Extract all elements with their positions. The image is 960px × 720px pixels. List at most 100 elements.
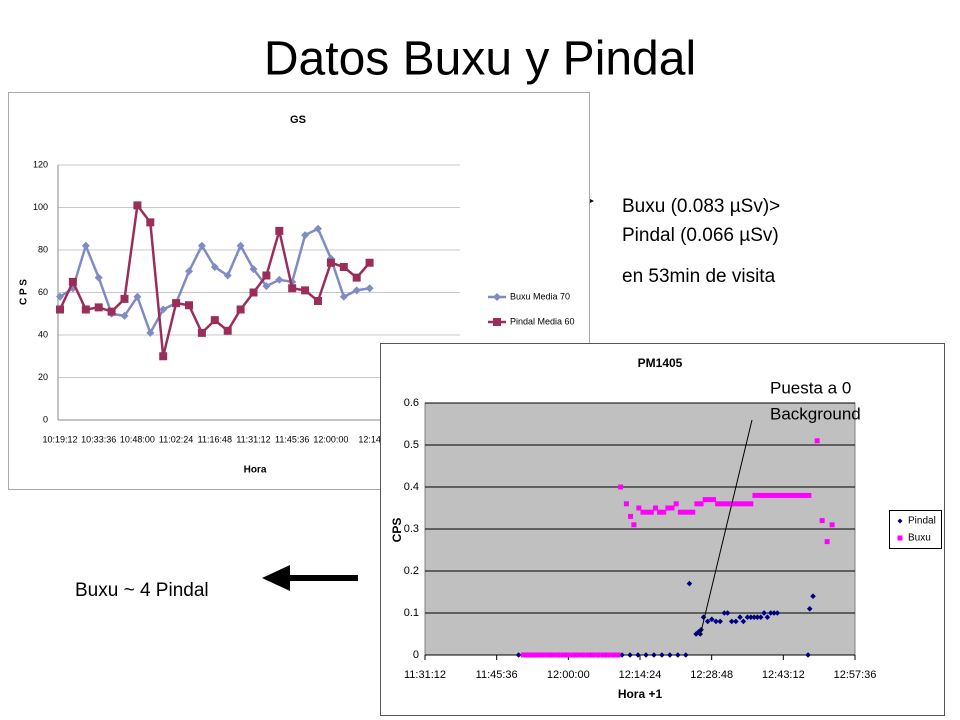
data-point xyxy=(814,438,820,444)
data-point xyxy=(365,284,374,293)
x-tick-label: 12:00:00 xyxy=(547,669,590,681)
data-point xyxy=(824,539,830,545)
data-point xyxy=(636,505,642,511)
data-point xyxy=(631,522,637,528)
data-point xyxy=(724,610,731,616)
data-point xyxy=(619,652,625,658)
x-tick-label: 11:31:12 xyxy=(236,434,270,444)
data-point xyxy=(829,522,835,528)
data-point xyxy=(339,263,348,271)
data-point xyxy=(545,652,551,658)
data-point xyxy=(810,593,816,599)
data-point xyxy=(754,614,761,620)
data-point xyxy=(773,492,779,498)
data-point xyxy=(669,505,675,511)
x-tick-label: 11:02:24 xyxy=(159,434,193,444)
data-point xyxy=(530,652,536,658)
data-point xyxy=(771,610,777,616)
data-point xyxy=(339,292,348,301)
data-point xyxy=(819,518,825,524)
data-point xyxy=(560,652,566,658)
data-point xyxy=(210,316,219,325)
data-point xyxy=(185,267,193,276)
data-point xyxy=(301,286,310,295)
y-tick-label: 80 xyxy=(38,244,48,254)
data-point xyxy=(493,293,501,301)
x-tick-label: 12:43:12 xyxy=(762,669,805,681)
y-tick-label: 0.3 xyxy=(404,523,419,535)
data-point xyxy=(740,618,747,625)
data-point xyxy=(249,265,258,274)
x-tick-label: 11:16:48 xyxy=(198,434,232,444)
data-point xyxy=(706,497,712,503)
slide-title: Datos Buxu y Pindal xyxy=(264,33,696,86)
data-point xyxy=(56,292,64,301)
data-point xyxy=(236,241,245,250)
data-point xyxy=(727,501,733,507)
data-point xyxy=(610,652,616,658)
data-point xyxy=(314,224,322,233)
data-point xyxy=(673,501,679,507)
data-point xyxy=(761,610,767,616)
data-point xyxy=(146,218,155,227)
data-point xyxy=(56,305,64,314)
data-point xyxy=(352,273,361,282)
y-tick-label: 0.5 xyxy=(404,439,419,451)
data-point xyxy=(94,273,103,282)
y-tick-label: 60 xyxy=(38,287,48,297)
data-point xyxy=(197,241,206,250)
data-point xyxy=(661,509,667,515)
data-point xyxy=(719,501,725,507)
data-point xyxy=(159,305,168,314)
annotation: Puesta a 0 xyxy=(770,378,851,397)
y-tick-label: 0 xyxy=(43,414,48,424)
data-point xyxy=(81,305,90,314)
data-point xyxy=(751,614,757,620)
y-tick-label: 120 xyxy=(33,159,48,169)
data-point xyxy=(781,492,787,498)
data-point xyxy=(133,292,142,301)
data-point xyxy=(521,652,527,658)
data-point xyxy=(802,492,808,498)
data-point xyxy=(793,492,799,498)
data-point xyxy=(686,509,692,515)
data-point xyxy=(605,652,611,658)
data-point xyxy=(652,505,658,511)
x-tick-label: 12:28:48 xyxy=(690,669,733,681)
legend-label: Pindal Media 60 xyxy=(510,316,575,326)
data-point xyxy=(677,509,683,515)
x-tick-label: 12:00:00 xyxy=(313,434,348,444)
data-point xyxy=(262,271,271,280)
data-point xyxy=(733,618,739,625)
y-tick-label: 20 xyxy=(38,372,48,382)
data-point xyxy=(731,501,737,507)
data-point xyxy=(580,652,586,658)
legend-label: Buxu Media 70 xyxy=(510,291,570,301)
axis-title: Hora xyxy=(244,465,267,476)
data-point xyxy=(590,652,596,658)
data-point xyxy=(675,652,681,658)
data-point xyxy=(172,299,181,308)
x-tick-label: 10:48:00 xyxy=(120,434,155,444)
data-point xyxy=(651,652,657,658)
data-point xyxy=(690,509,696,515)
data-point xyxy=(740,501,746,507)
y-tick-label: 40 xyxy=(38,329,48,339)
axis-title: Hora +1 xyxy=(618,687,663,701)
data-point xyxy=(223,271,232,280)
data-point xyxy=(120,311,129,320)
data-point xyxy=(735,501,741,507)
data-point xyxy=(805,652,811,658)
legend-label: Buxu xyxy=(908,533,931,544)
data-point xyxy=(715,501,721,507)
x-tick-label: 11:45:36 xyxy=(476,669,518,681)
data-point xyxy=(600,652,606,658)
data-point xyxy=(540,652,546,658)
data-point xyxy=(764,492,770,498)
data-point xyxy=(897,535,903,541)
data-point xyxy=(146,328,155,337)
y-tick-label: 100 xyxy=(33,202,48,212)
data-point xyxy=(352,286,361,295)
